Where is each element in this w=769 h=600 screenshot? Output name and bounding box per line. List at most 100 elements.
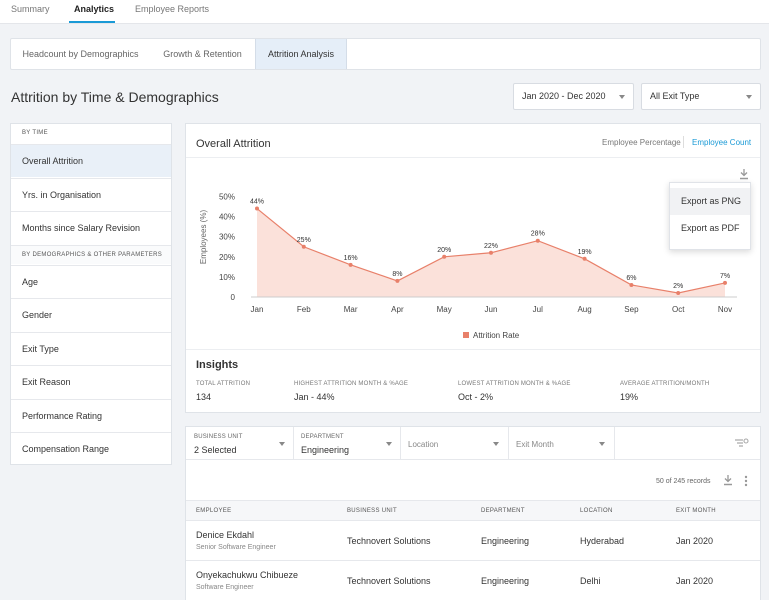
top-nav: Summary Analytics Employee Reports [0,0,769,24]
business-unit-filter[interactable]: BUSINESS UNIT 2 Selected [186,427,294,460]
y-axis-label: Employees (%) [199,210,208,265]
exit-month-cell: Jan 2020 [676,536,714,546]
data-label: 6% [626,275,636,282]
records-count: 50 of 245 records [656,478,711,485]
data-point [255,206,259,211]
data-point [301,244,306,249]
sidebar-item-yrs-in-organisation[interactable]: Yrs. in Organisation [11,178,171,211]
attrition-chart: 0 10% 20% 30% 40% 50% Employees (%) 44% 25% 16%… [199,193,737,340]
y-tick-label: 0 [231,293,236,302]
toggle-employee-percentage[interactable]: Employee Percentage [602,138,681,147]
location-cell: Delhi [580,576,601,586]
export-pdf-item[interactable]: Export as PDF [681,223,740,233]
table-row[interactable]: Denice Ekdahl Senior Software Engineer T… [186,521,760,561]
location-cell: Hyderabad [580,536,625,546]
exit-month-filter[interactable]: Exit Month [509,427,615,460]
sidebar-item-exit-reason[interactable]: Exit Reason [11,365,171,398]
chart-title: Overall Attrition [196,138,271,150]
data-label: 22% [484,243,498,250]
exit-type-select[interactable]: All Exit Type [641,83,761,110]
employee-title: Senior Software Engineer [196,544,276,551]
chevron-down-icon [619,95,625,99]
data-label: 19% [578,249,592,256]
x-tick-label: Mar [344,305,358,314]
export-png-item[interactable]: Export as PNG [670,188,750,215]
sidebar-item-compensation-range[interactable]: Compensation Range [11,432,171,465]
x-tick-label: Feb [297,305,311,314]
filter-settings-icon[interactable] [735,438,749,449]
department-filter[interactable]: DEPARTMENT Engineering [294,427,401,460]
x-tick-label: May [437,305,452,314]
date-range-select[interactable]: Jan 2020 - Dec 2020 [513,83,634,110]
legend-label: Attrition Rate [473,331,520,340]
data-point [395,278,400,283]
insight-value-average: 19% [620,392,639,402]
exit-month-cell: Jan 2020 [676,576,714,586]
active-tab-underline [69,21,115,23]
insight-value-total: 134 [196,392,212,402]
department-cell: Engineering [481,536,530,546]
x-tick-label: Oct [672,305,685,314]
download-icon[interactable] [739,169,749,180]
y-tick-label: 10% [219,273,235,282]
location-filter[interactable]: Location [401,427,509,460]
column-department: DEPARTMENT [481,508,525,514]
x-tick-label: Aug [577,305,591,314]
data-points: 44% 25% 16% 8% 20% 22% 28% 19% 6% 2% 7% [250,199,730,295]
y-tick-label: 40% [219,213,235,222]
column-location: LOCATION [580,508,613,514]
insight-label-total: TOTAL ATTRITION [196,381,251,387]
employee-name: Onyekachukwu Chibueze [196,570,299,580]
sidebar-item-gender[interactable]: Gender [11,298,171,331]
data-point [629,282,634,287]
x-tick-label: Jun [485,305,498,314]
data-label: 7% [720,273,730,280]
insight-label-lowest: LOWEST ATTRITION MONTH & %AGE [458,381,571,387]
business-unit-value: 2 Selected [194,445,237,455]
download-icon[interactable] [723,475,733,486]
x-tick-label: Sep [624,305,639,314]
sidebar-section-demographics: BY DEMOGRAPHICS & OTHER PARAMETERS [11,245,171,264]
y-tick-label: 30% [219,233,235,242]
table-row[interactable]: Onyekachukwu Chibueze Software Engineer … [186,561,760,600]
date-range-value: Jan 2020 - Dec 2020 [522,91,606,101]
sidebar-section-time: BY TIME [22,130,48,136]
data-label: 2% [673,283,683,290]
data-label: 20% [437,247,451,254]
insight-value-highest: Jan - 44% [294,392,335,402]
data-label: 16% [344,255,358,262]
tab-analytics[interactable]: Analytics [74,4,115,14]
sidebar-item-overall-attrition[interactable]: Overall Attrition [11,144,171,177]
data-point [723,280,727,285]
data-point [442,254,447,259]
department-label: DEPARTMENT [301,434,344,440]
legend-swatch [463,332,469,338]
chevron-down-icon [279,442,285,446]
employee-title: Software Engineer [196,584,254,591]
tab-attrition-analysis[interactable]: Attrition Analysis [255,39,347,69]
chevron-down-icon [386,442,392,446]
chevron-down-icon [746,95,752,99]
more-options-icon[interactable] [744,475,748,487]
data-label: 25% [297,237,311,244]
sidebar-item-age[interactable]: Age [11,265,171,298]
chart-header-divider [186,157,760,158]
table-card: BUSINESS UNIT 2 Selected DEPARTMENT Engi… [185,426,761,600]
tab-employee-reports[interactable]: Employee Reports [135,4,210,14]
tab-summary[interactable]: Summary [11,4,50,14]
tab-growth-retention[interactable]: Growth & Retention [163,49,242,59]
data-label: 28% [531,231,545,238]
sidebar-item-months-since-salary-revision[interactable]: Months since Salary Revision [11,211,171,244]
data-label: 44% [250,199,264,206]
x-tick-label: Nov [718,305,732,314]
sidebar-item-performance-rating[interactable]: Performance Rating [11,399,171,432]
x-tick-label: Jul [533,305,543,314]
exit-type-value: All Exit Type [650,91,700,101]
insights-divider [186,349,760,350]
tab-headcount-by-demographics[interactable]: Headcount by Demographics [22,49,139,59]
sidebar-item-exit-type[interactable]: Exit Type [11,332,171,365]
table-header: EMPLOYEE BUSINESS UNIT DEPARTMENT LOCATI… [186,500,760,521]
toggle-employee-count[interactable]: Employee Count [692,138,752,147]
insight-label-average: AVERAGE ATTRITION/MONTH [620,381,710,387]
chevron-down-icon [599,442,605,446]
